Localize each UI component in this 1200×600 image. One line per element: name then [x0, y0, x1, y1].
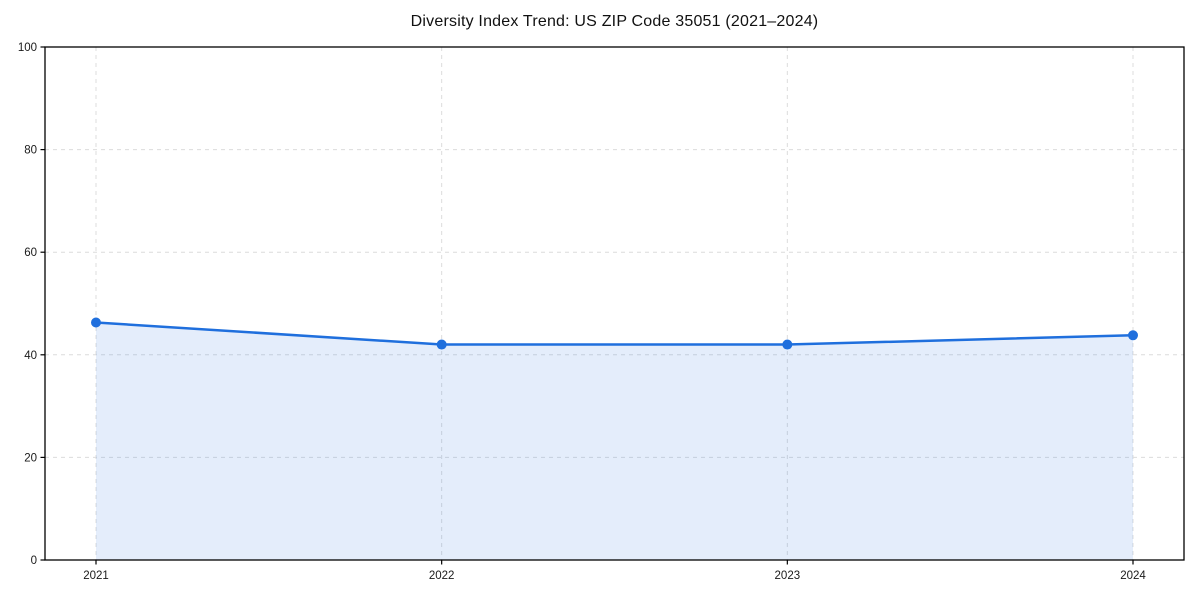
trend-line: [94, 321, 1135, 346]
data-point-marker: [91, 317, 101, 328]
area-fill: [96, 322, 1133, 560]
axis-frame: [44, 46, 1185, 561]
chart-title: Diversity Index Trend: US ZIP Code 35051…: [410, 13, 819, 30]
x-tick-label: 2024: [1120, 570, 1146, 582]
data-point-marker: [782, 339, 793, 350]
y-tick-label: 40: [24, 350, 37, 362]
data-point-marker: [1128, 330, 1138, 341]
data-point-marker: [436, 339, 447, 350]
x-tick-label: 2023: [775, 570, 801, 582]
x-tick-label: 2022: [429, 570, 455, 582]
y-tick-label: 20: [24, 452, 37, 464]
y-tick-label: 0: [31, 555, 37, 567]
y-tick-label: 80: [24, 145, 37, 157]
x-tick-label: 2021: [83, 570, 109, 582]
y-tick-label: 60: [24, 247, 37, 259]
y-tick-label: 100: [18, 42, 37, 54]
